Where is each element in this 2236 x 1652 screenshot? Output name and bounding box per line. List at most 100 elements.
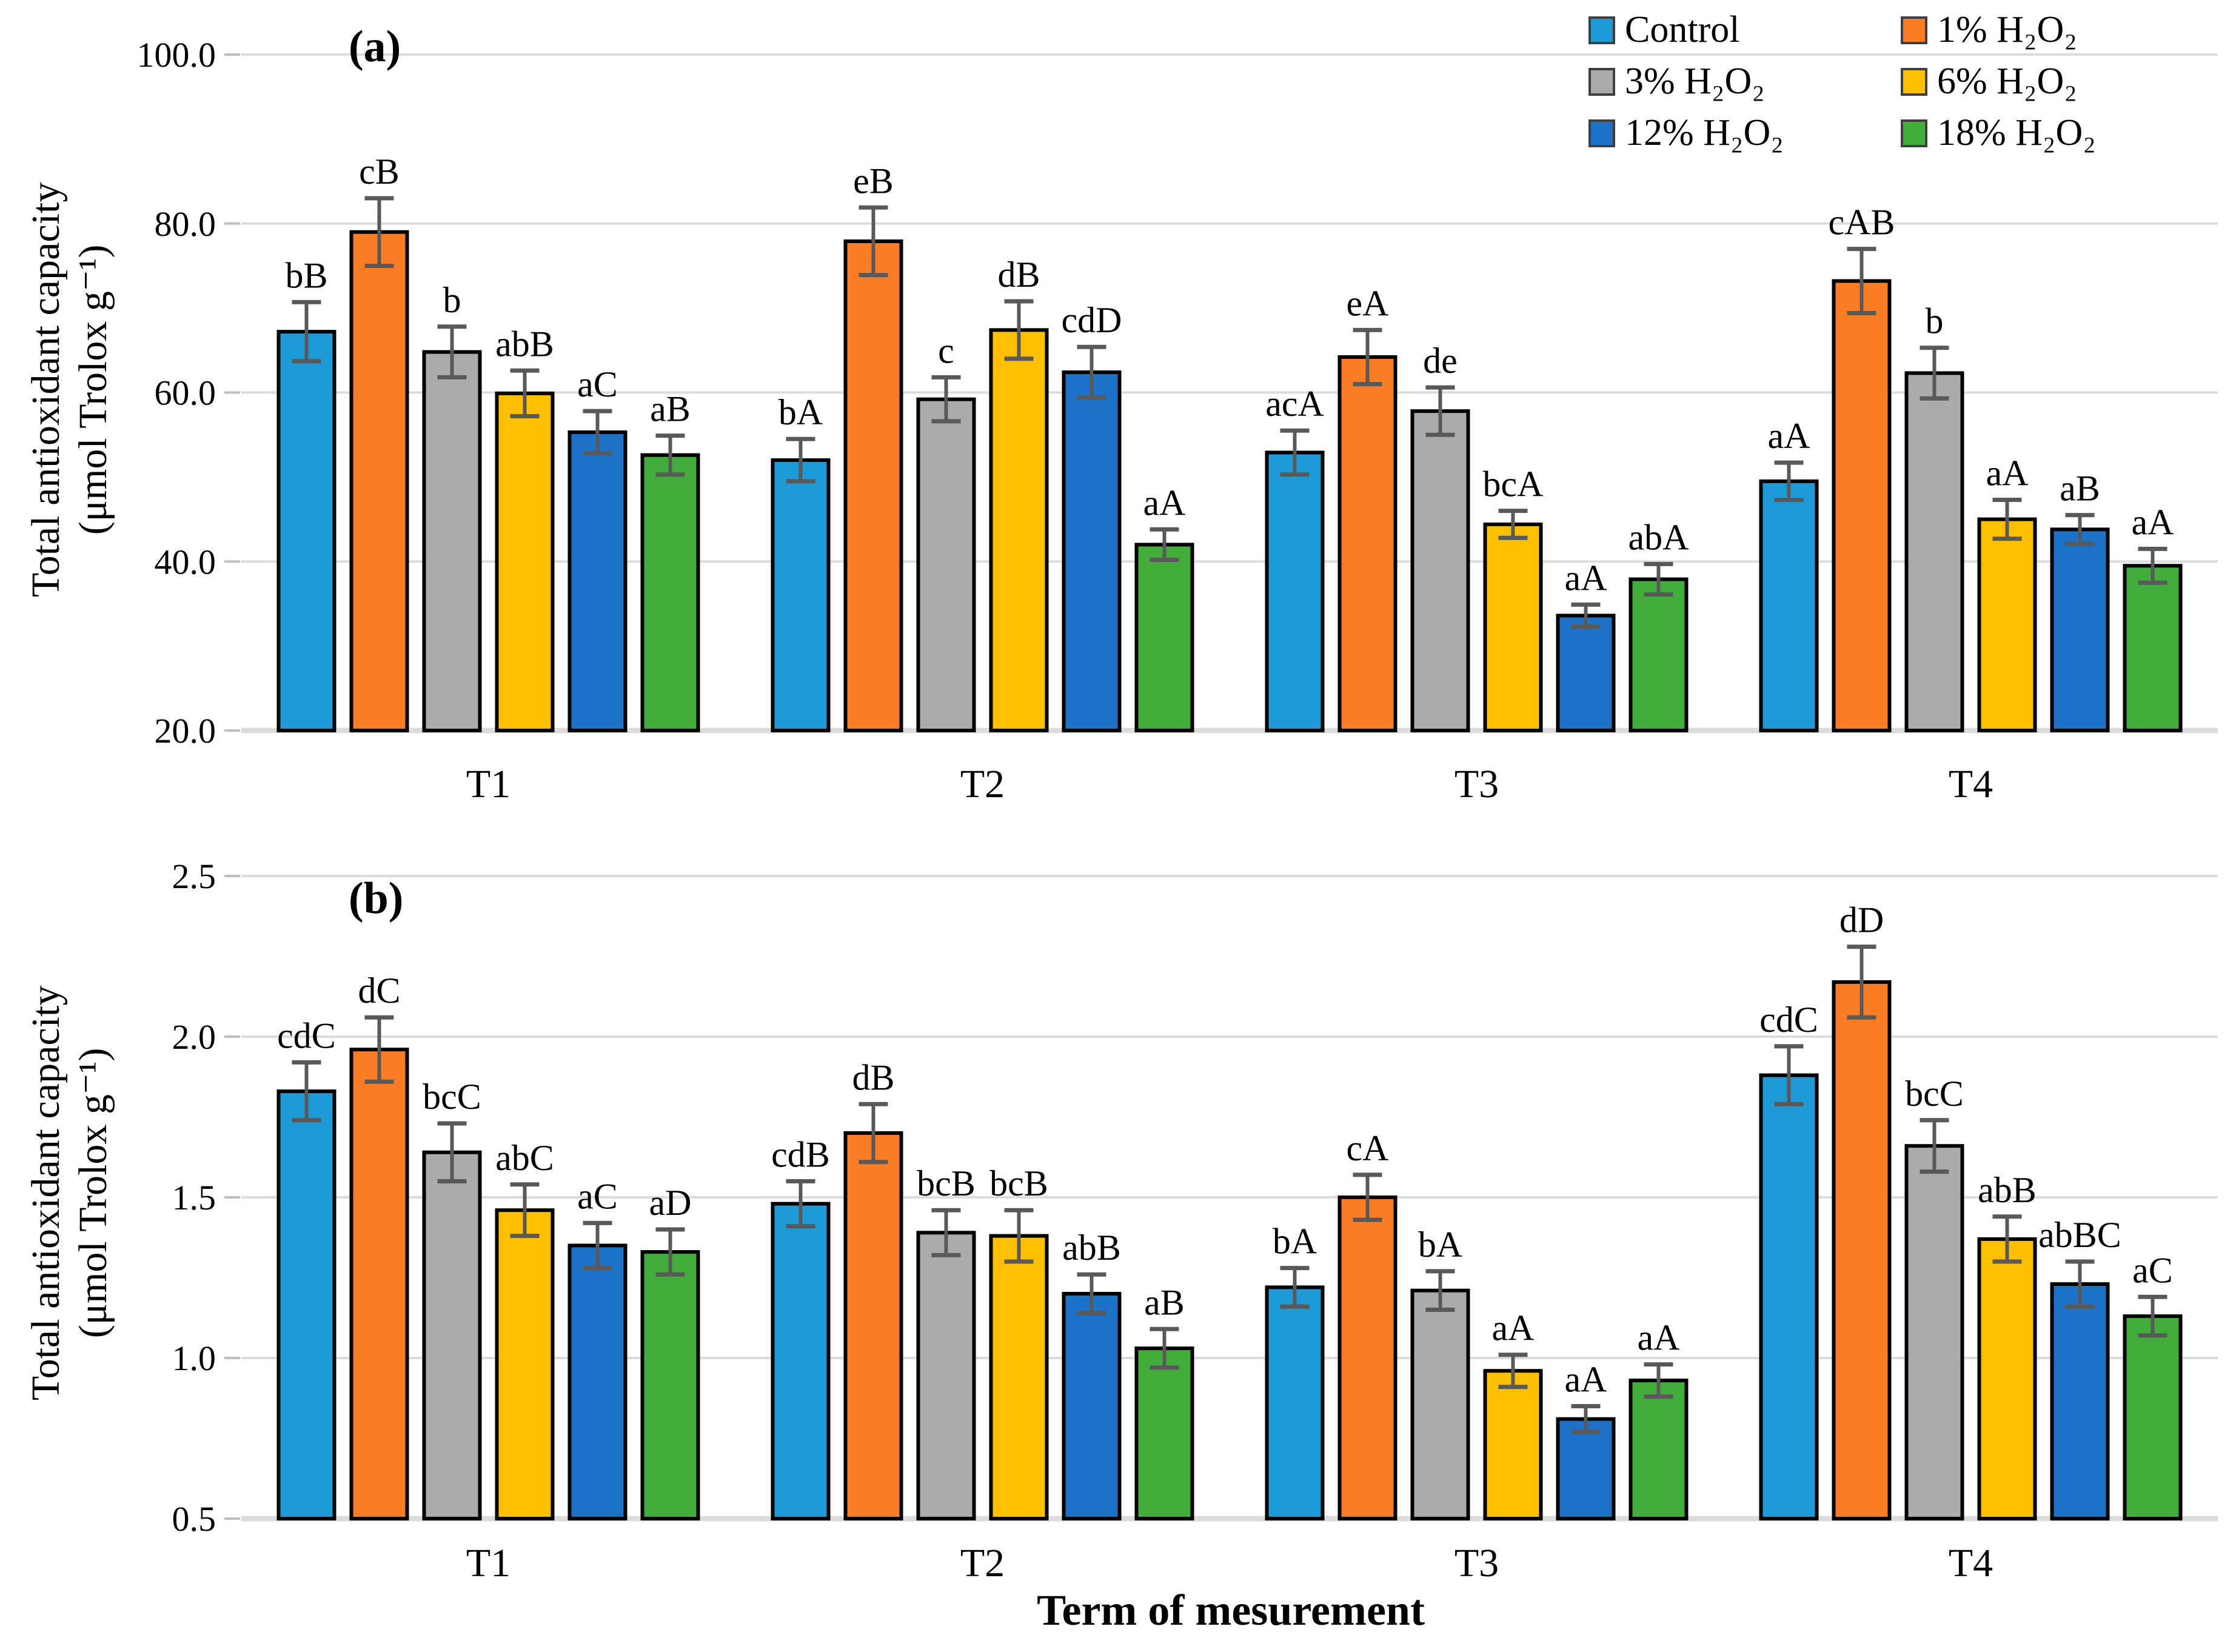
y-tick-label: 2.5 (172, 857, 216, 896)
bar (1556, 1417, 1616, 1520)
significance-label: dB (997, 255, 1040, 295)
bar (1265, 1285, 1325, 1520)
legend-swatch-control (1588, 16, 1615, 44)
bar (1483, 1369, 1543, 1520)
significance-label: cdC (1759, 1000, 1818, 1040)
bar (771, 1202, 831, 1520)
y-tick-label: 1.5 (172, 1178, 216, 1217)
y-tick-label: 0.5 (172, 1499, 216, 1539)
significance-label: bcA (1483, 464, 1544, 504)
legend-item-12pct-h2o2: 12% H₂O₂ (1588, 112, 1870, 155)
panel-label-a: (a) (349, 22, 401, 72)
significance-label: aA (1565, 1360, 1607, 1400)
significance-label: bA (1418, 1225, 1462, 1265)
significance-label: bcC (1905, 1074, 1964, 1114)
category-label: T3 (1454, 1541, 1499, 1585)
bar (2050, 1282, 2110, 1521)
panel-label-b: (b) (349, 874, 404, 923)
significance-label: abB (495, 324, 554, 364)
significance-label: aA (1492, 1308, 1535, 1348)
bar (1832, 279, 1892, 732)
bar (771, 458, 831, 732)
category-label: T1 (466, 762, 510, 806)
bar (2050, 527, 2110, 732)
significance-label: b (1926, 301, 1944, 341)
significance-label: aA (1638, 1318, 1680, 1358)
bar (1556, 614, 1616, 733)
significance-label: eA (1347, 283, 1389, 323)
significance-label: aA (1986, 453, 2029, 493)
legend-item-18pct-h2o2: 18% H₂O₂ (1901, 112, 2096, 155)
bar (1904, 1144, 1964, 1520)
y-tick-label: 40.0 (155, 542, 216, 581)
significance-label: aD (649, 1183, 692, 1223)
bar (989, 328, 1049, 732)
bar (989, 1234, 1049, 1520)
significance-label: de (1423, 341, 1458, 381)
bar (916, 397, 976, 732)
significance-label: c (938, 330, 954, 370)
legend-swatch-3pct-h2o2 (1588, 67, 1615, 96)
category-label: T3 (1454, 762, 1499, 806)
bar (1759, 1073, 1819, 1520)
significance-label: cAB (1829, 202, 1895, 242)
y-tick-label: 60.0 (155, 373, 216, 413)
legend-label: 18% H₂O₂ (1937, 112, 2096, 153)
legend-label: 12% H₂O₂ (1625, 112, 1784, 153)
legend-swatch-1pct-h2o2 (1901, 16, 1927, 44)
bar (1062, 1292, 1122, 1520)
legend-item-6pct-h2o2: 6% H₂O₂ (1901, 60, 2096, 103)
y-axis-title-panel-a: Total antioxidant capacity (μmol Trolox … (22, 44, 117, 735)
significance-label: cB (359, 152, 400, 192)
bar (1337, 355, 1398, 732)
bar (1410, 409, 1470, 732)
bar (1265, 450, 1325, 732)
significance-label: abB (1062, 1228, 1121, 1268)
bar (1410, 1288, 1470, 1520)
bar (567, 1243, 628, 1520)
legend-item-3pct-h2o2: 3% H₂O₂ (1588, 60, 1870, 103)
bar (1832, 980, 1892, 1520)
bar (1977, 1237, 2037, 1521)
legend-label: 3% H₂O₂ (1625, 61, 1765, 102)
legend: Control 1% H₂O₂ 3% H₂O₂ 6% H₂O₂ 12% H₂O₂… (1588, 8, 2096, 155)
y-tick-label: 20.0 (155, 711, 216, 751)
bar (276, 330, 336, 732)
y-tick-label: 1.0 (172, 1339, 216, 1378)
bar (1977, 517, 2037, 732)
significance-label: aA (2132, 502, 2174, 542)
legend-swatch-12pct-h2o2 (1588, 119, 1615, 147)
bar (1134, 1346, 1194, 1521)
category-label: T1 (466, 1541, 510, 1585)
bar (349, 230, 409, 732)
category-label: T2 (960, 762, 1005, 806)
significance-label: aC (577, 1176, 618, 1216)
bar (495, 1208, 555, 1520)
y-tick-label: 80.0 (155, 204, 216, 244)
bar (843, 1131, 903, 1520)
significance-label: aC (2132, 1250, 2173, 1290)
legend-swatch-6pct-h2o2 (1901, 67, 1927, 96)
category-label: T4 (1949, 1541, 1993, 1585)
significance-label: bcC (423, 1077, 481, 1117)
y-axis-title-line2: (μmol Trolox g⁻¹) (71, 244, 115, 535)
legend-label: 6% H₂O₂ (1937, 61, 2077, 102)
bar (916, 1231, 976, 1521)
bar (495, 391, 555, 732)
significance-label: b (443, 280, 461, 320)
bar (1062, 370, 1122, 732)
significance-label: aA (1565, 558, 1607, 598)
significance-label: bB (285, 255, 327, 295)
bar (640, 453, 700, 732)
significance-label: abBC (2038, 1215, 2121, 1255)
bar (1628, 577, 1689, 732)
significance-label: abC (495, 1138, 554, 1178)
bar (1134, 543, 1194, 732)
bar (843, 239, 903, 732)
bar (1628, 1379, 1689, 1521)
y-axis-title-panel-b: Total antioxidant capacity (μmol Trolox … (22, 869, 117, 1517)
significance-label: bA (1273, 1222, 1317, 1262)
legend-item-control: Control (1588, 8, 1870, 52)
significance-label: aA (1143, 483, 1186, 523)
